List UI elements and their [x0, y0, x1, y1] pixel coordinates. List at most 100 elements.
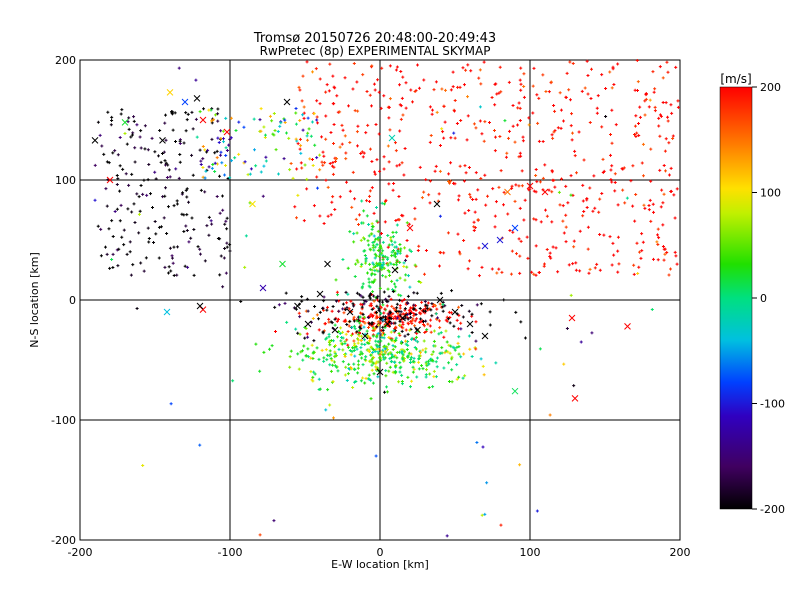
scatter-point — [132, 115, 136, 119]
scatter-point — [385, 385, 389, 389]
scatter-point — [381, 258, 385, 262]
scatter-point — [409, 315, 413, 319]
scatter-point — [296, 352, 300, 356]
scatter-point — [359, 311, 363, 315]
scatter-point — [300, 166, 304, 170]
scatter-point — [647, 203, 651, 207]
scatter-point — [394, 325, 398, 329]
scatter-point — [395, 223, 399, 227]
scatter-point — [100, 144, 104, 148]
scatter-point — [656, 258, 660, 262]
scatter-point — [398, 83, 402, 87]
scatter-point — [137, 195, 141, 199]
scatter-point — [400, 299, 404, 303]
colorbar-tick-label: 200 — [760, 81, 781, 94]
scatter-point — [385, 304, 389, 308]
scatter-point — [643, 113, 647, 117]
scatter-point — [479, 176, 483, 180]
scatter-point — [185, 118, 189, 122]
scatter-point — [153, 170, 157, 174]
scatter-point — [589, 67, 593, 71]
scatter-point — [417, 86, 421, 90]
scatter-point — [239, 299, 243, 303]
scatter-point — [374, 343, 378, 347]
scatter-point — [338, 145, 342, 149]
scatter-point — [157, 256, 161, 260]
scatter-point — [613, 172, 617, 176]
scatter-point — [386, 348, 390, 352]
scatter-point — [164, 161, 168, 165]
scatter-point — [452, 324, 456, 328]
scatter-point — [472, 122, 476, 126]
scatter-point — [371, 356, 375, 360]
scatter-point — [318, 168, 322, 172]
scatter-point — [439, 291, 443, 295]
scatter-point — [366, 271, 370, 275]
scatter-point — [561, 204, 565, 208]
scatter-point — [334, 278, 338, 282]
scatter-point — [328, 403, 332, 407]
scatter-point — [452, 109, 456, 113]
scatter-point — [550, 133, 554, 137]
scatter-point — [406, 302, 410, 306]
scatter-point — [651, 257, 655, 261]
scatter-point — [163, 159, 167, 163]
scatter-point — [340, 142, 344, 146]
scatter-point — [402, 264, 406, 268]
scatter-point — [518, 463, 522, 467]
scatter-point — [367, 243, 371, 247]
scatter-point — [378, 286, 382, 290]
scatter-point — [604, 87, 608, 91]
scatter-cross — [249, 200, 256, 208]
scatter-point — [296, 331, 300, 335]
scatter-point — [294, 307, 298, 311]
scatter-point — [225, 241, 229, 245]
scatter-point — [585, 197, 589, 201]
scatter-point — [369, 302, 373, 306]
scatter-point — [311, 70, 315, 74]
scatter-point — [517, 237, 521, 241]
scatter-point — [307, 127, 311, 131]
scatter-point — [216, 237, 220, 241]
scatter-point — [428, 324, 432, 328]
scatter-point — [405, 265, 409, 269]
scatter-point — [377, 299, 381, 303]
scatter-point — [221, 129, 225, 133]
scatter-cross — [346, 308, 354, 316]
scatter-point — [383, 349, 387, 353]
scatter-point — [478, 68, 482, 72]
scatter-point — [393, 345, 397, 349]
scatter-point — [367, 341, 371, 345]
scatter-point — [244, 234, 248, 238]
scatter-point — [385, 390, 389, 394]
scatter-point — [252, 117, 256, 121]
scatter-point — [346, 292, 350, 296]
colorbar-tick-label: 0 — [760, 292, 767, 305]
scatter-point — [347, 366, 351, 370]
scatter-point — [373, 269, 377, 273]
scatter-point — [360, 356, 364, 360]
scatter-point — [438, 214, 442, 218]
scatter-point — [216, 136, 220, 140]
scatter-point — [215, 194, 219, 198]
scatter-point — [389, 297, 393, 301]
scatter-point — [477, 76, 481, 80]
scatter-point — [504, 155, 508, 159]
scatter-point — [243, 160, 247, 164]
scatter-point — [138, 209, 142, 213]
scatter-point — [372, 263, 376, 267]
scatter-point — [352, 324, 356, 328]
scatter-point — [416, 340, 420, 344]
scatter-point — [657, 236, 661, 240]
scatter-point — [429, 318, 433, 322]
scatter-point — [207, 233, 211, 237]
scatter-point — [558, 203, 562, 207]
scatter-point — [351, 386, 355, 390]
scatter-point — [306, 355, 310, 359]
scatter-point — [418, 165, 422, 169]
scatter-point — [379, 358, 383, 362]
scatter-point — [184, 111, 188, 115]
scatter-point — [398, 298, 402, 302]
scatter-point — [168, 246, 172, 250]
scatter-point — [386, 287, 390, 291]
